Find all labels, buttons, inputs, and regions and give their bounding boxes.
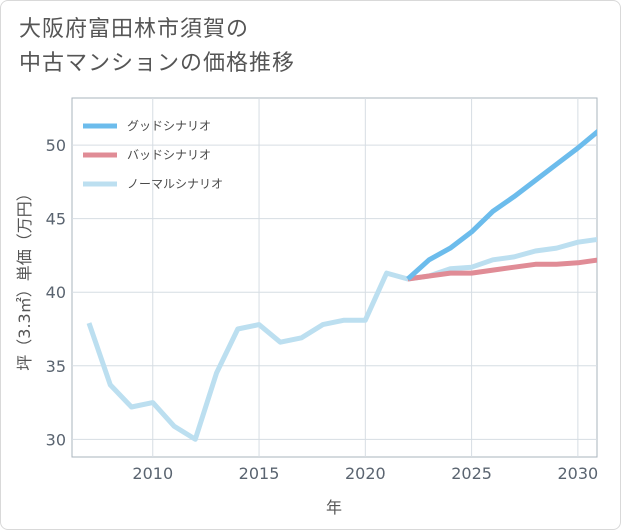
- legend-label: グッドシナリオ: [127, 119, 211, 133]
- series-line-2: [407, 257, 597, 282]
- x-tick-label: 2020: [345, 464, 386, 483]
- y-tick-label: 30: [46, 430, 66, 449]
- chart-title: 大阪府富田林市須賀の 中古マンションの価格推移: [19, 13, 295, 81]
- legend-label: ノーマルシナリオ: [127, 177, 223, 191]
- y-tick-label: 35: [46, 357, 66, 376]
- x-axis-title: 年: [326, 498, 342, 517]
- series-lines: [86, 128, 597, 442]
- x-tick-label: 2015: [239, 464, 280, 483]
- chart-title-line-1: 大阪府富田林市須賀の: [19, 17, 250, 42]
- axis-ticks: 2010 2015 2020 2025 2030 30 35 40 45 50: [46, 136, 599, 483]
- grid-lines: [72, 98, 597, 457]
- plot-area: [71, 97, 598, 458]
- y-tick-label: 40: [46, 283, 66, 302]
- x-tick-label: 2030: [558, 464, 599, 483]
- series-line-1: [406, 128, 597, 281]
- y-axis-title: 坪（3.3㎡）単価（万円）: [15, 185, 34, 370]
- series-line-3: [86, 236, 597, 442]
- y-tick-label: 45: [46, 210, 66, 229]
- x-tick-label: 2025: [451, 464, 492, 483]
- chart-title-line-2: 中古マンションの価格推移: [19, 51, 296, 76]
- x-tick-label: 2010: [132, 464, 173, 483]
- y-tick-label: 50: [46, 136, 66, 155]
- legend-label: バッドシナリオ: [127, 148, 211, 162]
